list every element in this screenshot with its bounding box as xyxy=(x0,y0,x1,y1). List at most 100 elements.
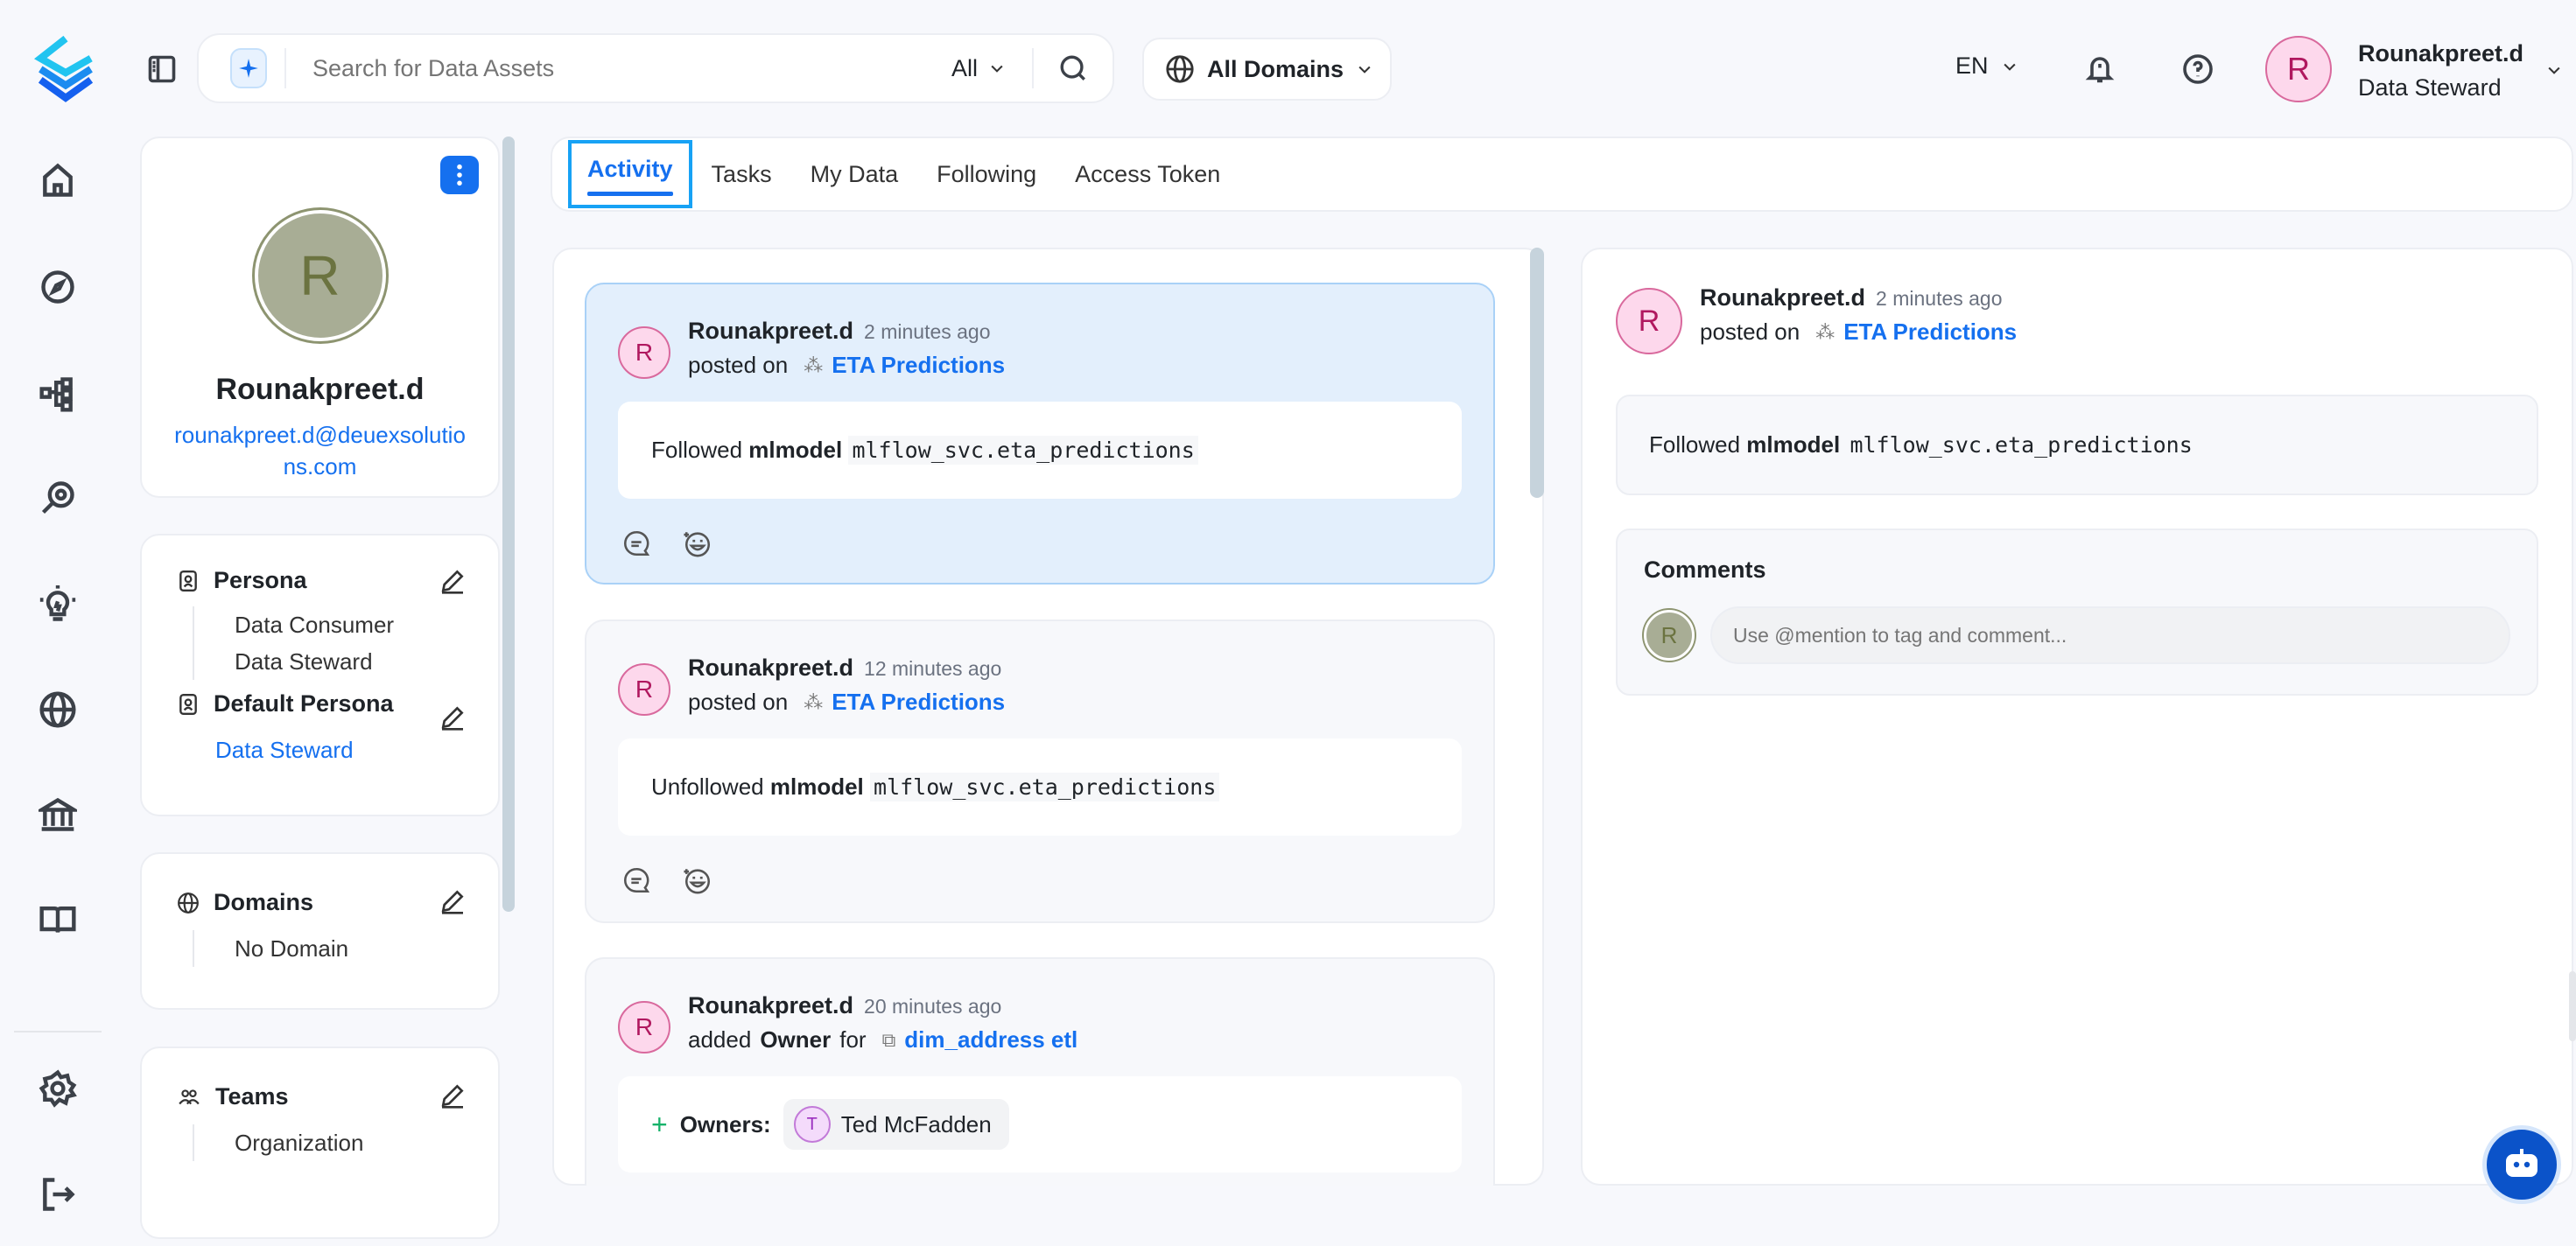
persona-icon xyxy=(179,570,197,592)
teams-heading: Teams xyxy=(142,1083,498,1110)
globe-icon xyxy=(1166,55,1194,83)
persona-item: Data Consumer xyxy=(193,606,498,643)
feed-user[interactable]: Rounakpreet.d xyxy=(688,654,854,681)
comment-icon[interactable] xyxy=(621,528,651,558)
entity-link[interactable]: ETA Predictions xyxy=(832,352,1006,378)
comment-icon[interactable] xyxy=(621,865,651,895)
detail-action: posted on xyxy=(1700,318,1800,345)
commenter-avatar: R xyxy=(1644,610,1695,661)
language-selector[interactable]: EN xyxy=(1955,52,2018,80)
feed-time: 2 minutes ago xyxy=(864,320,991,343)
feed-item[interactable]: R Rounakpreet.d 20 minutes ago added Owner… xyxy=(585,957,1495,1186)
edit-default-persona-icon[interactable] xyxy=(439,704,467,732)
home-icon[interactable] xyxy=(35,158,81,203)
profile-scrollbar[interactable] xyxy=(502,136,515,912)
mlmodel-icon: ⁂ xyxy=(804,354,824,376)
search-bar[interactable]: All xyxy=(197,33,1114,103)
detail-message: Followed mlmodel mlflow_svc.eta_predicti… xyxy=(1616,395,2538,495)
help-icon[interactable] xyxy=(2179,51,2216,88)
language-value: EN xyxy=(1955,52,1989,79)
search-icon[interactable] xyxy=(1034,53,1113,83)
user-avatar: R xyxy=(618,1001,670,1054)
ai-sparkle-icon[interactable] xyxy=(230,48,267,88)
tab-activity[interactable]: Activity xyxy=(568,140,692,208)
profile-avatar: R xyxy=(254,210,386,341)
bell-icon[interactable] xyxy=(2081,51,2118,88)
add-reaction-icon[interactable] xyxy=(683,865,712,895)
user-avatar: R xyxy=(618,663,670,716)
domains-card: Domains No Domain xyxy=(140,852,500,1010)
feed-item[interactable]: R Rounakpreet.d 12 minutes ago posted on ⁂… xyxy=(585,620,1495,923)
add-reaction-icon[interactable] xyxy=(683,528,712,558)
default-persona-heading: Default Persona xyxy=(142,690,498,718)
logout-icon[interactable] xyxy=(35,1172,81,1217)
user-role: Data Steward xyxy=(2358,74,2502,101)
mlmodel-icon: ⁂ xyxy=(1815,320,1835,343)
persona-item: Data Steward xyxy=(193,643,498,680)
feed-message: Followed mlmodel mlflow_svc.eta_predicti… xyxy=(618,402,1462,499)
feed-message: + Owners: T Ted McFadden xyxy=(618,1076,1462,1172)
tab-tasks[interactable]: Tasks xyxy=(711,160,772,187)
plus-icon: + xyxy=(651,1108,668,1140)
persona-icon xyxy=(179,693,197,715)
lineage-icon[interactable] xyxy=(35,371,81,416)
insights-icon[interactable] xyxy=(35,582,81,627)
sidebar-toggle-icon[interactable] xyxy=(144,51,180,88)
tab-my-data[interactable]: My Data xyxy=(810,160,899,187)
chevron-down-icon xyxy=(991,65,1003,73)
detail-time: 2 minutes ago xyxy=(1876,287,2003,310)
tab-bar: Activity Tasks My Data Following Access … xyxy=(551,136,2573,212)
feed-action: added xyxy=(688,1026,752,1053)
domain-selector[interactable]: All Domains xyxy=(1142,38,1392,101)
mlmodel-icon: ⁂ xyxy=(804,690,824,713)
chevron-down-icon xyxy=(2003,63,2016,71)
tab-access-token[interactable]: Access Token xyxy=(1075,160,1221,187)
chatbot-button[interactable] xyxy=(2482,1125,2561,1204)
profile-card: R Rounakpreet.d rounakpreet.d@deuexsolut… xyxy=(140,136,500,498)
pipeline-icon: ⧉ xyxy=(881,1028,896,1051)
comment-input[interactable] xyxy=(1710,606,2510,664)
teams-icon xyxy=(179,1088,200,1104)
edit-domains-icon[interactable] xyxy=(439,887,467,915)
persona-card: Persona Data Consumer Data Steward Defau… xyxy=(140,534,500,816)
side-handle[interactable] xyxy=(2569,971,2576,1041)
comments-section: Comments R xyxy=(1616,528,2538,696)
domains-icon[interactable] xyxy=(35,687,81,732)
owner-name: Ted McFadden xyxy=(840,1110,992,1138)
robot-icon xyxy=(2506,1149,2537,1177)
entity-link[interactable]: ETA Predictions xyxy=(1843,318,2018,345)
feed-action: posted on xyxy=(688,352,789,378)
more-options-button[interactable] xyxy=(440,156,479,194)
tab-following[interactable]: Following xyxy=(937,160,1037,187)
owner-avatar: T xyxy=(793,1106,831,1143)
observability-icon[interactable] xyxy=(35,475,81,521)
feed-item[interactable]: R Rounakpreet.d 2 minutes ago posted on ⁂ E… xyxy=(585,283,1495,584)
user-menu[interactable]: Rounakpreet.d Data Steward xyxy=(2358,40,2523,102)
chevron-down-icon[interactable] xyxy=(2545,61,2563,79)
profile-email[interactable]: rounakpreet.d@deuexsolutions.com xyxy=(174,422,466,480)
feed-action: posted on xyxy=(688,689,789,715)
persona-heading: Persona xyxy=(142,567,498,594)
logo[interactable] xyxy=(30,33,102,105)
feed-message: Unfollowed mlmodel mlflow_svc.eta_predic… xyxy=(618,738,1462,836)
user-avatar[interactable]: R xyxy=(2265,36,2332,102)
feed-detail-panel: R Rounakpreet.d 2 minutes ago posted on ⁂ E… xyxy=(1581,248,2573,1186)
governance-icon[interactable] xyxy=(35,792,81,837)
entity-link[interactable]: ETA Predictions xyxy=(832,689,1006,715)
glossary-icon[interactable] xyxy=(35,897,81,942)
profile-name: Rounakpreet.d xyxy=(215,373,425,406)
feed-user[interactable]: Rounakpreet.d xyxy=(688,318,854,344)
feed-scrollbar[interactable] xyxy=(1530,248,1544,498)
search-scope-dropdown[interactable]: All xyxy=(951,55,1006,82)
feed-user[interactable]: Rounakpreet.d xyxy=(688,992,854,1018)
explore-icon[interactable] xyxy=(35,264,81,310)
chevron-down-icon xyxy=(1358,66,1371,74)
owner-chip[interactable]: T Ted McFadden xyxy=(783,1099,1009,1150)
entity-link[interactable]: dim_address etl xyxy=(904,1026,1078,1053)
search-input[interactable] xyxy=(312,54,951,82)
edit-teams-icon[interactable] xyxy=(439,1082,467,1110)
detail-user[interactable]: Rounakpreet.d xyxy=(1700,284,1866,311)
edit-persona-icon[interactable] xyxy=(439,567,467,595)
settings-icon[interactable] xyxy=(35,1066,81,1111)
default-persona-value[interactable]: Data Steward xyxy=(215,737,354,763)
